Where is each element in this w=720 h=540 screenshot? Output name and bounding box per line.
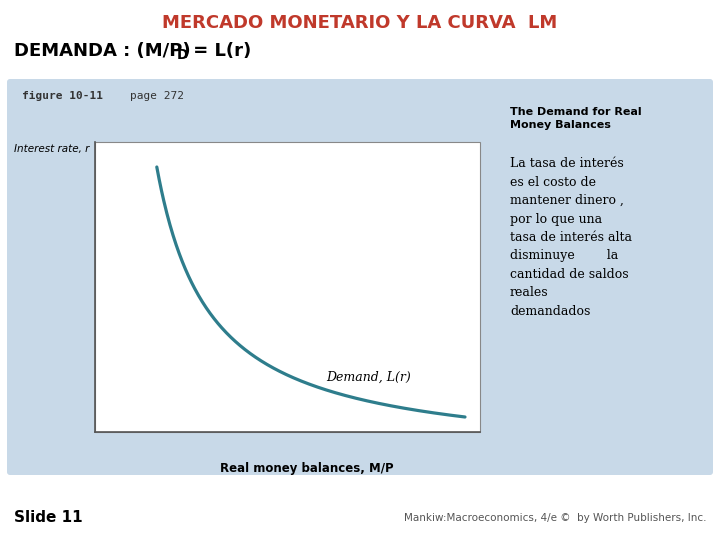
- Text: MERCADO MONETARIO Y LA CURVA  LM: MERCADO MONETARIO Y LA CURVA LM: [163, 14, 557, 32]
- Text: D: D: [177, 48, 189, 62]
- Text: Slide 11: Slide 11: [14, 510, 83, 525]
- Text: Mankiw:Macroeconomics, 4/e ©  by Worth Publishers, Inc.: Mankiw:Macroeconomics, 4/e © by Worth Pu…: [403, 513, 706, 523]
- Bar: [95, 142, 480, 432]
- Text: Interest rate, r: Interest rate, r: [14, 144, 89, 154]
- Text: page 272: page 272: [130, 91, 184, 101]
- Text: The Demand for Real
Money Balances: The Demand for Real Money Balances: [510, 107, 642, 130]
- FancyBboxPatch shape: [7, 79, 713, 475]
- Text: DEMANDA : (M/P): DEMANDA : (M/P): [14, 42, 191, 60]
- Text: Demand, L(r): Demand, L(r): [326, 370, 410, 383]
- Text: = L(r): = L(r): [187, 42, 251, 60]
- Text: La tasa de interés
es el costo de
mantener dinero ,
por lo que una
tasa de inter: La tasa de interés es el costo de manten…: [510, 157, 632, 318]
- Text: Real money balances, M/P: Real money balances, M/P: [220, 462, 394, 475]
- Text: figure 10-11: figure 10-11: [22, 91, 103, 101]
